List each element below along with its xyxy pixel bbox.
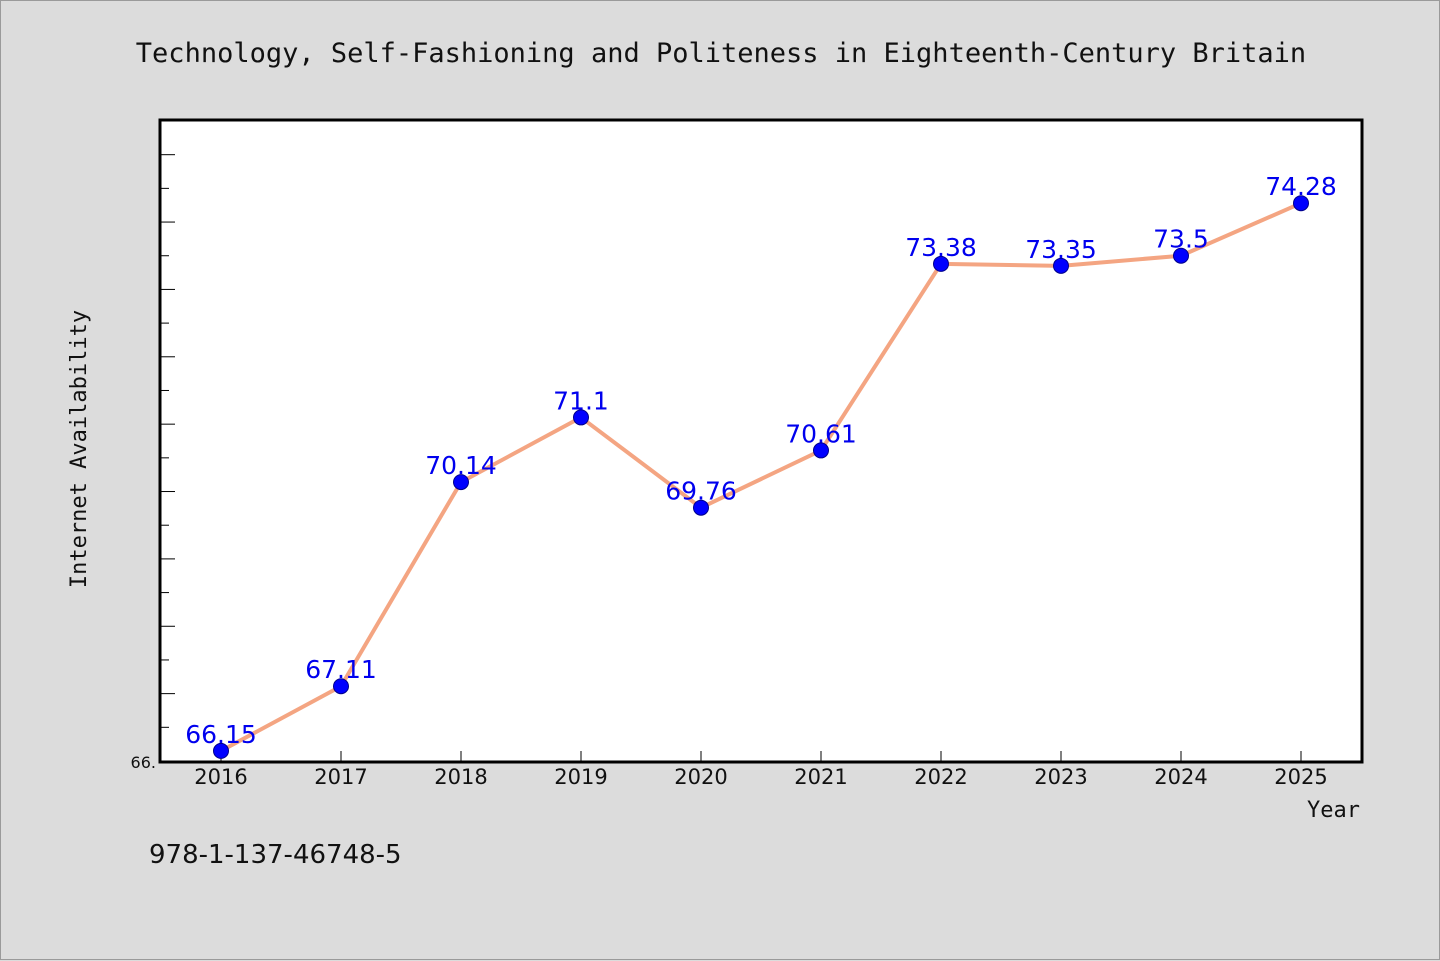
data-point: [813, 442, 829, 459]
x-tick-label: 2020: [674, 765, 727, 789]
data-label: 70.61: [785, 419, 857, 448]
x-tick-label: 2024: [1154, 765, 1207, 789]
data-label: 73.38: [905, 233, 977, 262]
x-axis-label: Year: [1307, 798, 1360, 823]
data-point: [693, 499, 709, 516]
y-axis-ticks: [161, 120, 175, 762]
data-point: [933, 255, 949, 272]
data-label: 69.76: [665, 477, 737, 506]
data-label: 74.28: [1265, 172, 1337, 201]
y-axis-label: Internet Availability: [67, 310, 92, 588]
data-point: [1293, 195, 1309, 212]
isbn-footer: 978-1-137-46748-5: [149, 840, 402, 870]
x-tick-label: 2022: [914, 765, 967, 789]
x-tick-label: 2016: [194, 765, 247, 789]
data-point: [573, 409, 589, 426]
x-axis-ticks: 2016 2017 2018 2019 2020 2021 2022 2023 2024 2025: [194, 751, 1328, 789]
x-tick-label: 2017: [314, 765, 367, 789]
data-label: 67.11: [305, 655, 377, 684]
data-label: 66.15: [185, 720, 257, 749]
x-tick-label: 2018: [434, 765, 487, 789]
data-label: 73.35: [1025, 235, 1097, 264]
data-point: [1173, 247, 1189, 264]
x-tick-label: 2025: [1274, 765, 1327, 789]
data-label: 70.14: [425, 451, 497, 480]
x-tick-label: 2021: [794, 765, 847, 789]
y-tick-label: 66.: [131, 753, 156, 772]
data-point: [453, 474, 469, 491]
series-layer: 66.15 67.11 70.14 71.1 69.76 70.61 73.38 73.35 7…: [185, 172, 1337, 759]
series-line: [220, 201, 1302, 753]
x-tick-label: 2019: [554, 765, 607, 789]
data-point: [1053, 257, 1069, 274]
data-label: 71.1: [553, 386, 609, 415]
x-tick-label: 2023: [1034, 765, 1087, 789]
data-point: [333, 678, 349, 695]
chart-title: Technology, Self-Fashioning and Politene…: [136, 38, 1306, 69]
data-label: 73.5: [1153, 225, 1209, 254]
data-point: [213, 742, 229, 759]
